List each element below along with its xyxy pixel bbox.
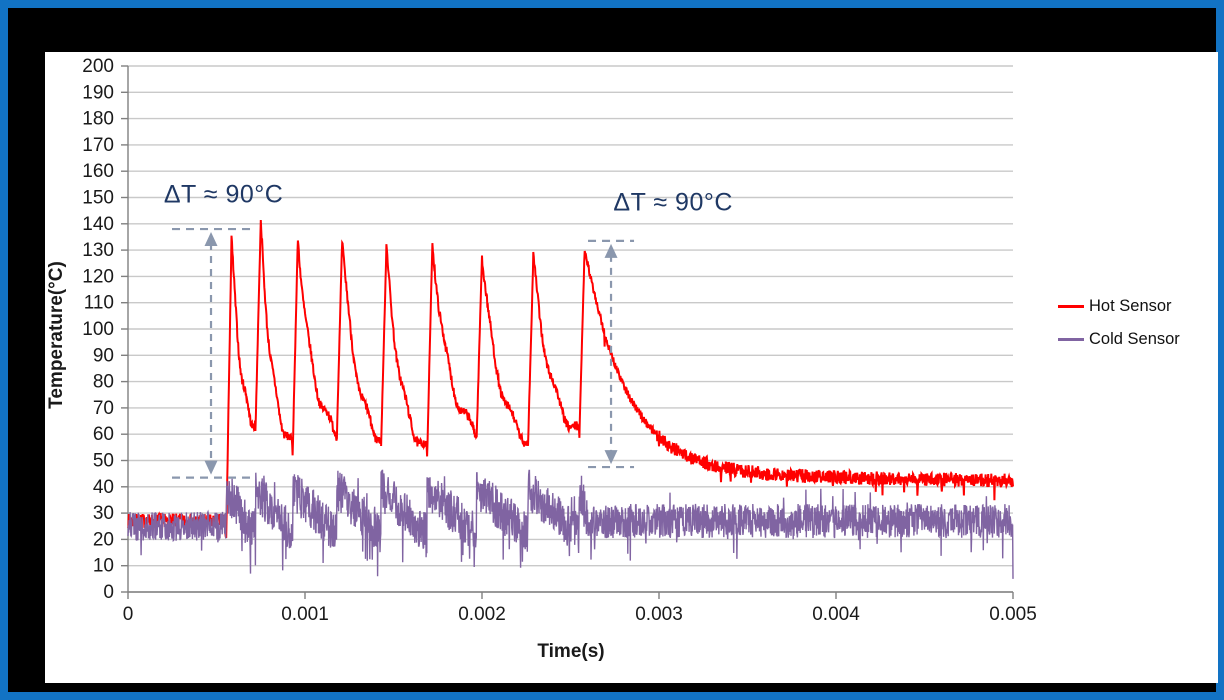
delta-t-annotation-1: ΔT ≈ 90°C <box>163 180 284 209</box>
hot-sensor-line-swatch <box>1058 304 1084 308</box>
y-axis-tick-label: 160 <box>82 161 114 182</box>
y-axis-ticks: 0 10 20 30 40 50 60 70 80 90 100 110 120 130 140 150 160… <box>82 56 128 603</box>
y-axis-tick-label: 190 <box>82 82 114 103</box>
y-axis-title: Temperature(°C) <box>46 261 67 409</box>
x-axis-ticks: 0 0.001 0.002 0.003 0.004 0.005 <box>123 592 1037 625</box>
legend-item-cold-sensor: Cold Sensor <box>1058 329 1180 349</box>
y-axis-tick-label: 170 <box>82 135 114 156</box>
chart-frame <box>8 8 1218 692</box>
x-axis-tick-label: 0.003 <box>635 604 683 625</box>
x-axis-title: Time(s) <box>537 641 605 662</box>
y-axis-tick-label: 0 <box>103 582 114 603</box>
legend: Hot Sensor Cold Sensor <box>1058 296 1180 349</box>
delta-t-annotation-2: ΔT ≈ 90°C <box>613 188 733 217</box>
y-axis-tick-label: 70 <box>93 398 114 419</box>
hot-sensor-line <box>127 219 1014 539</box>
x-axis-tick-label: 0.002 <box>458 604 506 625</box>
y-axis-tick-label: 50 <box>93 451 114 472</box>
y-axis-tick-label: 60 <box>93 424 114 445</box>
y-axis-tick-label: 30 <box>93 503 114 524</box>
y-axis-tick-label: 140 <box>82 214 114 235</box>
y-axis-tick-label: 20 <box>93 529 114 550</box>
y-axis-tick-label: 120 <box>82 266 114 287</box>
cold-sensor-line <box>127 469 1014 579</box>
legend-label-cold-sensor: Cold Sensor <box>1089 329 1180 348</box>
x-axis-tick-label: 0.001 <box>281 604 329 625</box>
y-axis-tick-label: 150 <box>82 188 114 209</box>
y-axis-tick-label: 200 <box>82 56 114 77</box>
y-axis-tick-label: 80 <box>93 372 114 393</box>
y-axis-tick-label: 10 <box>93 556 114 577</box>
x-axis-tick-label: 0 <box>123 604 134 625</box>
gridlines <box>128 65 1013 593</box>
legend-item-hot-sensor: Hot Sensor <box>1058 296 1180 316</box>
legend-label-hot-sensor: Hot Sensor <box>1089 296 1172 315</box>
y-axis-tick-label: 100 <box>82 319 114 340</box>
x-axis-tick-label: 0.005 <box>989 604 1037 625</box>
x-axis-tick-label: 0.004 <box>812 604 860 625</box>
delta-t-arrows <box>172 227 635 479</box>
y-axis-tick-label: 90 <box>93 345 114 366</box>
cold-sensor-line-swatch <box>1058 337 1084 341</box>
y-axis-tick-label: 180 <box>82 109 114 130</box>
y-axis-tick-label: 130 <box>82 240 114 261</box>
y-axis-tick-label: 40 <box>93 477 114 498</box>
y-axis-tick-label: 110 <box>84 293 114 314</box>
